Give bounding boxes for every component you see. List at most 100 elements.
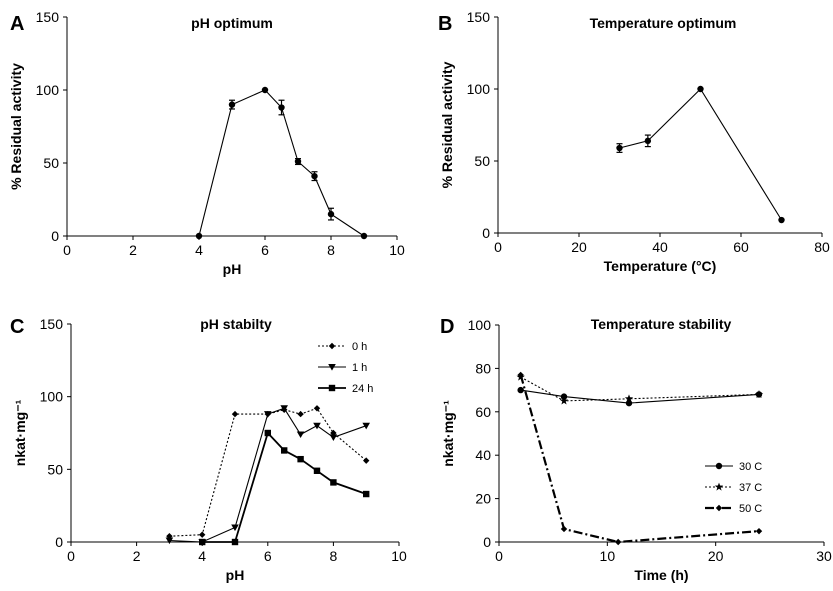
x-tick-label: 20 <box>708 548 724 564</box>
y-tick-label: 0 <box>55 534 63 550</box>
x-tick-label: 2 <box>129 242 137 258</box>
y-tick-label: 40 <box>475 447 491 463</box>
legend-label: 0 h <box>352 341 367 353</box>
data-point <box>559 396 569 405</box>
data-point <box>644 137 652 145</box>
x-tick-label: 10 <box>389 242 405 258</box>
x-tick-label: 4 <box>195 242 203 258</box>
series-1-h <box>165 405 370 546</box>
x-tick-label: 60 <box>733 239 749 255</box>
data-point <box>327 210 335 218</box>
y-tick-label: 150 <box>36 9 60 25</box>
legend-marker <box>715 504 723 512</box>
x-tick-label: 2 <box>133 548 141 564</box>
series-0 <box>616 85 785 224</box>
series-line <box>169 407 367 537</box>
data-point <box>313 422 321 430</box>
y-tick-label: 150 <box>40 316 64 332</box>
x-axis-title: pH <box>223 261 242 277</box>
y-axis-title: nkat·mg⁻¹ <box>440 400 456 467</box>
panel-letter: C <box>10 316 24 338</box>
y-tick-label: 150 <box>467 9 491 25</box>
panel-title: pH stabilty <box>200 316 272 332</box>
x-tick-label: 6 <box>261 242 269 258</box>
x-axis-title: Temperature (°C) <box>604 258 717 274</box>
series-50-c <box>517 371 763 546</box>
data-point <box>294 158 302 165</box>
y-tick-label: 80 <box>475 360 491 376</box>
series-line <box>520 376 760 402</box>
series-37-c <box>516 372 764 405</box>
x-tick-label: 30 <box>816 548 832 564</box>
data-point <box>166 532 173 540</box>
y-tick-label: 100 <box>468 317 492 333</box>
y-axis-title: nkat·mg⁻¹ <box>12 399 28 466</box>
data-point <box>517 386 524 394</box>
y-tick-label: 50 <box>43 155 59 171</box>
panel-letter: A <box>10 13 24 35</box>
x-tick-label: 40 <box>652 239 668 255</box>
panel-title: pH optimum <box>191 15 273 31</box>
y-tick-label: 20 <box>475 491 491 507</box>
legend-label: 24 h <box>352 383 373 395</box>
y-tick-label: 100 <box>36 82 60 98</box>
y-tick-label: 0 <box>483 534 491 550</box>
data-point <box>624 394 634 403</box>
data-point <box>754 390 764 398</box>
panel-letter: D <box>440 316 454 338</box>
data-point <box>281 447 288 454</box>
data-point <box>297 410 304 418</box>
data-point <box>363 490 370 498</box>
data-point <box>311 172 318 180</box>
x-tick-label: 8 <box>327 242 335 258</box>
x-tick-label: 8 <box>330 548 338 564</box>
legend-marker <box>328 384 336 392</box>
data-point <box>296 431 305 439</box>
legend-label: 1 h <box>352 362 367 374</box>
data-point <box>560 525 568 533</box>
series-line <box>169 407 367 543</box>
legend-marker <box>715 462 723 470</box>
data-point <box>228 101 236 108</box>
data-point <box>278 104 285 111</box>
legend-label: 50 C <box>739 503 762 515</box>
series-line <box>519 374 760 544</box>
series-line <box>619 88 782 221</box>
data-point <box>231 524 239 532</box>
chart-panel-d: 0 10 20 30 0 20 40 60 80 100 Time (h) nkat·mg⁻¹ Temp… <box>440 316 832 583</box>
series-24-h <box>199 429 370 546</box>
data-point <box>264 429 271 437</box>
x-axis-title: Time (h) <box>634 567 688 583</box>
x-tick-label: 0 <box>495 548 503 564</box>
x-tick-label: 0 <box>67 548 75 564</box>
data-point <box>755 527 763 535</box>
x-tick-label: 10 <box>391 548 407 564</box>
legend-label: 30 C <box>739 461 762 473</box>
x-tick-label: 4 <box>198 548 206 564</box>
y-tick-label: 50 <box>474 153 490 169</box>
panel-letter: B <box>438 13 452 35</box>
series-30-c <box>517 386 763 407</box>
x-tick-label: 0 <box>63 242 71 258</box>
data-point <box>165 537 174 545</box>
data-point <box>360 232 368 240</box>
data-point <box>195 232 203 240</box>
data-point <box>231 538 239 546</box>
legend-marker <box>328 364 336 371</box>
data-point <box>778 216 785 224</box>
y-tick-label: 0 <box>482 225 490 241</box>
data-point <box>280 405 288 412</box>
data-point <box>362 422 370 430</box>
data-point <box>199 531 206 538</box>
data-point <box>261 86 269 94</box>
y-axis-title: % Residual activity <box>8 63 24 190</box>
data-point <box>697 85 704 93</box>
x-tick-label: 0 <box>494 239 502 255</box>
data-point <box>616 144 623 152</box>
y-tick-label: 60 <box>475 404 491 420</box>
data-point <box>517 371 524 379</box>
y-tick-label: 50 <box>47 461 63 477</box>
